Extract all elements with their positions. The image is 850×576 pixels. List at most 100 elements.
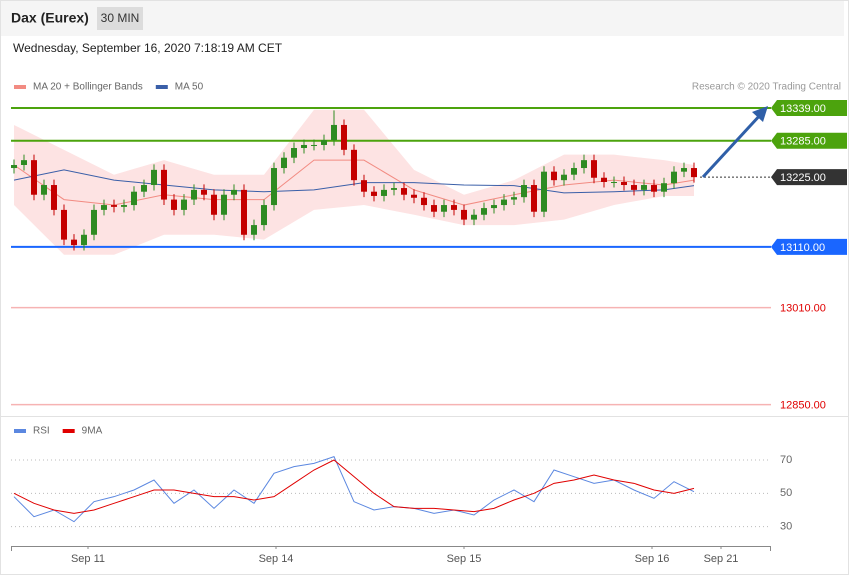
legend-label: MA 20 + Bollinger Bands (33, 82, 143, 93)
candle-body (31, 160, 37, 195)
candle-body (311, 144, 317, 146)
candle-body (621, 181, 627, 186)
candle-body (691, 168, 697, 178)
candle-body (581, 160, 587, 169)
candle-body (291, 148, 297, 158)
candle-body (201, 189, 207, 195)
candle-body (281, 157, 287, 169)
candle-body (461, 209, 467, 220)
candle-body (431, 205, 437, 212)
y-tick-label: 30 (780, 521, 792, 533)
candle-body (631, 185, 637, 190)
candle-body (41, 185, 47, 195)
candle-body (451, 205, 457, 210)
x-tick-label: Sep 11 (71, 553, 105, 565)
credit: Research © 2020 Trading Central (692, 82, 841, 93)
candle-body (161, 169, 167, 200)
interval[interactable]: 30 MIN (101, 11, 140, 25)
candle-body (381, 189, 387, 196)
candle-body (501, 199, 507, 206)
interval-button[interactable] (97, 7, 143, 30)
candle-body (11, 165, 17, 169)
forecast-arrow-head (752, 106, 768, 122)
candle-body (411, 194, 417, 198)
candle-body (131, 191, 137, 206)
candle-body (371, 191, 377, 196)
y-tick-label: 70 (780, 454, 792, 466)
candle-body (51, 185, 57, 210)
candle-body (401, 188, 407, 195)
candle-body (361, 180, 367, 192)
level-label: 12850.00 (780, 400, 826, 412)
level-tag (771, 99, 847, 116)
candle-body (481, 208, 487, 215)
candle-body (341, 124, 347, 150)
level-label: 13110.00 (780, 242, 825, 254)
x-tick-label: Sep 14 (259, 553, 294, 565)
timestamp: Wednesday, September 16, 2020 7:18:19 AM… (13, 41, 283, 55)
level-label: 13225.00 (780, 172, 826, 184)
candle-body (221, 194, 227, 215)
candle-body (591, 160, 597, 178)
forecast-arrow (701, 111, 764, 179)
candle-body (551, 171, 557, 181)
candle-body (661, 183, 667, 192)
x-tick-label: Sep 16 (635, 553, 670, 565)
candle-body (491, 205, 497, 209)
moving-average (13, 159, 695, 206)
candle-body (681, 168, 687, 172)
candle-body (651, 185, 657, 192)
candle-body (121, 205, 127, 207)
x-tick-label: Sep 15 (447, 553, 482, 565)
candle-body (601, 177, 607, 182)
candle-body (81, 234, 87, 246)
rsi-panel: RSI 9MA 30 50 70 Sep 11 Sep 14 Sep 15 Sep 16 Sep … (11, 426, 792, 565)
candle-body (101, 205, 107, 210)
candle-body (331, 124, 337, 141)
candle-body (641, 185, 647, 190)
candle-body (61, 209, 67, 240)
candle-body (561, 174, 567, 181)
candle-body (321, 140, 327, 145)
legend-label: 9MA (82, 426, 103, 437)
candle-body (231, 189, 237, 195)
candle-body (671, 171, 677, 184)
candle-body (191, 189, 197, 200)
candle-body (181, 199, 187, 210)
candle-body (251, 225, 257, 235)
legend-swatch (14, 429, 26, 433)
legend-label: RSI (33, 426, 50, 437)
candle-body (21, 160, 27, 165)
level-tag (771, 238, 847, 255)
candle-body (151, 169, 157, 186)
y-tick-label: 50 (780, 487, 792, 499)
level-label: 13339.00 (780, 103, 826, 115)
candle-body (421, 197, 427, 206)
legend-swatch (62, 429, 75, 433)
x-tick-label: Sep 21 (704, 553, 739, 565)
candle-body (531, 185, 537, 212)
rsi-line (13, 459, 695, 514)
candle-body (351, 149, 357, 181)
candle-body (241, 189, 247, 235)
level-label: 13285.00 (780, 136, 826, 148)
candle-body (271, 168, 277, 206)
candle-body (211, 194, 217, 215)
candle-body (541, 171, 547, 212)
candle-body (511, 197, 517, 200)
legend-label: MA 50 (175, 82, 204, 93)
candle-body (111, 205, 117, 207)
candle-body (171, 199, 177, 210)
candle-body (521, 185, 527, 198)
title: Dax (Eurex) (11, 10, 89, 26)
candle-body (391, 188, 397, 190)
legend-swatch (155, 85, 168, 89)
rsi-line (13, 456, 695, 523)
candle-body (261, 205, 267, 226)
level-label: 13010.00 (780, 303, 826, 315)
candle-body (571, 168, 577, 175)
candle-body (301, 144, 307, 149)
